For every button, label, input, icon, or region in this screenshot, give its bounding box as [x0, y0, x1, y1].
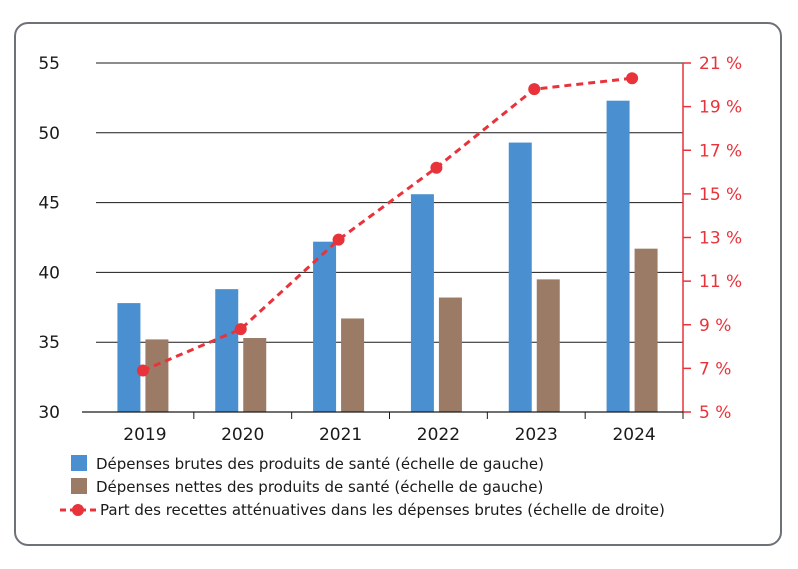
y-left-tick-label: 40 [38, 263, 60, 283]
bar-gross-2024 [606, 100, 630, 412]
bar-gross-2021 [313, 241, 337, 412]
rate-point-2021 [332, 233, 345, 246]
rate-point-2024 [626, 72, 639, 85]
x-tick-label-2023: 2023 [515, 425, 558, 445]
rate-point-2019 [136, 364, 149, 377]
y-right-tick-label: 19 % [699, 98, 742, 118]
bar-net-2023 [536, 279, 560, 412]
bar-net-2021 [341, 318, 365, 412]
bars [117, 100, 658, 412]
y-left-tick-label: 30 [38, 403, 60, 423]
y-right-tick-label: 17 % [699, 141, 742, 161]
bar-gross-2023 [508, 142, 532, 412]
bar-net-2022 [438, 297, 462, 412]
rate-point-2023 [528, 83, 541, 96]
x-tick-label-2019: 2019 [123, 425, 166, 445]
y-right-tick-label: 5 % [699, 403, 731, 423]
axes: 30 35 40 45 50 55 5 % 7 % 9 % 11 % 13 % 15 % 17 % 19 … [38, 54, 742, 445]
x-tick-label-2024: 2024 [612, 425, 655, 445]
x-tick-label-2022: 2022 [417, 425, 460, 445]
rate-line [136, 72, 639, 377]
legend-swatch-net [71, 478, 87, 494]
x-tick-label-2021: 2021 [319, 425, 362, 445]
bar-gross-2020 [215, 289, 239, 412]
y-right-tick-label: 11 % [699, 272, 742, 292]
y-left-tick-label: 50 [38, 124, 60, 144]
gridlines [96, 62, 683, 413]
y-right-tick-label: 13 % [699, 229, 742, 249]
legend-swatch-rate-dot [72, 504, 84, 516]
rate-point-2022 [430, 161, 443, 174]
combo-chart: 30 35 40 45 50 55 5 % 7 % 9 % 11 % 13 % 15 % 17 % 19 … [38, 54, 742, 519]
bar-gross-2019 [117, 303, 141, 412]
rate-line-path [142, 76, 633, 372]
y-left-tick-label: 35 [38, 333, 60, 353]
legend-swatch-gross [71, 455, 87, 471]
bar-gross-2022 [410, 194, 434, 412]
bar-net-2024 [634, 248, 658, 412]
y-right-tick-label: 9 % [699, 316, 731, 336]
y-right-tick-label: 15 % [699, 185, 742, 205]
legend-label-gross: Dépenses brutes des produits de santé (é… [96, 455, 544, 473]
y-left-tick-label: 45 [38, 194, 60, 214]
legend-label-net: Dépenses nettes des produits de santé (é… [96, 478, 543, 496]
legend-label-rate: Part des recettes atténuatives dans les … [100, 501, 665, 519]
bar-net-2020 [243, 338, 267, 412]
chart-frame: 30 35 40 45 50 55 5 % 7 % 9 % 11 % 13 % 15 % 17 % 19 … [14, 22, 782, 546]
rate-point-2020 [234, 323, 247, 336]
y-right-tick-label: 7 % [699, 359, 731, 379]
bar-net-2019 [145, 339, 169, 412]
y-left-tick-label: 55 [38, 54, 60, 74]
legend: Dépenses brutes des produits de santé (é… [60, 455, 665, 519]
x-tick-label-2020: 2020 [221, 425, 264, 445]
y-right-tick-label: 21 % [699, 54, 742, 74]
